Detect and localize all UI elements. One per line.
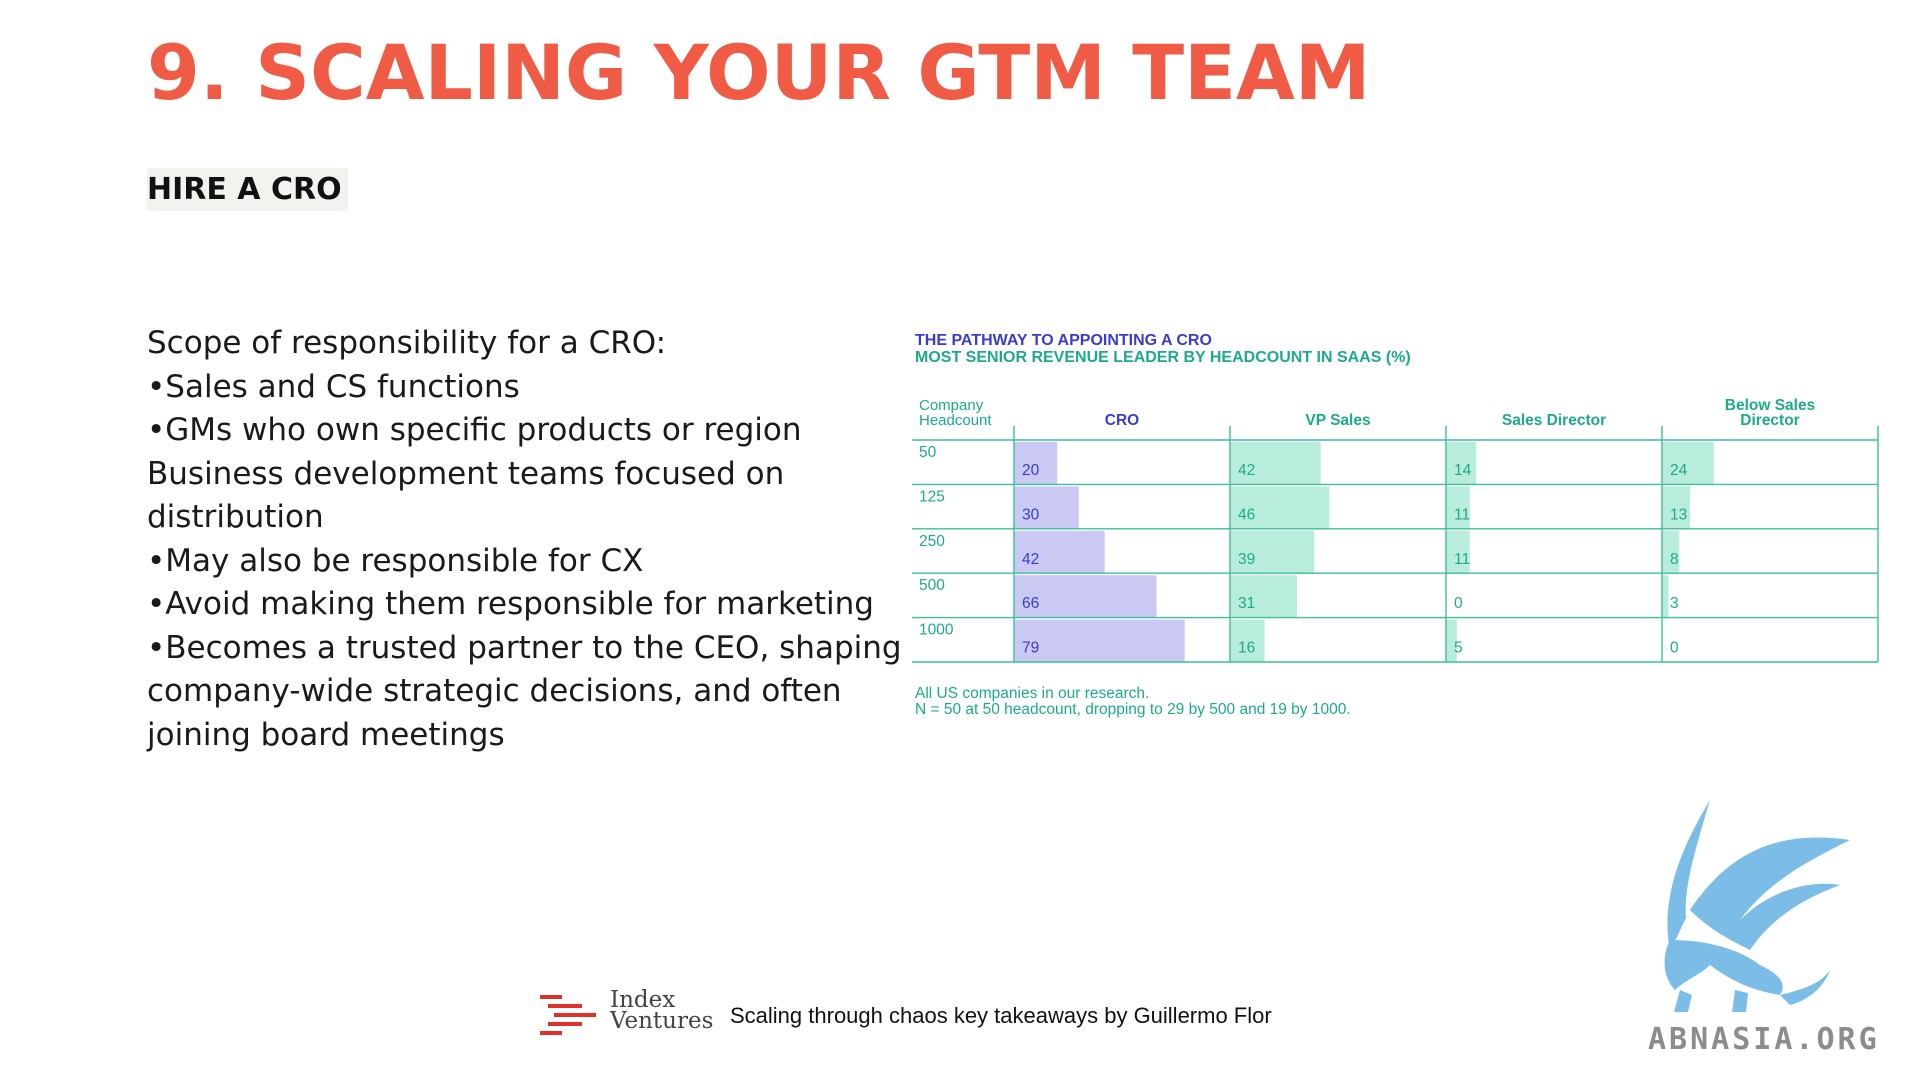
column-header-label: Sales Director — [1502, 412, 1606, 429]
bullet-line: •GMs who own specific products or region — [147, 409, 867, 453]
bar-value-label: 5 — [1454, 640, 1463, 657]
column-header-label: CRO — [1105, 412, 1139, 429]
bullet-list: Scope of responsibility for a CRO: •Sale… — [147, 322, 867, 757]
bar-value-label: 20 — [1022, 462, 1040, 479]
bar-value-label: 13 — [1670, 506, 1687, 523]
bullet-line: •Becomes a trusted partner to the CEO, s… — [147, 627, 867, 671]
subtitle-highlight: HIRE A CRO — [147, 168, 348, 211]
row-label-headcount: 125 — [919, 488, 945, 505]
bar-value-label: 79 — [1022, 640, 1039, 657]
bullet-line: distribution — [147, 496, 867, 540]
column-header-label: Director — [1740, 412, 1799, 429]
bullet-line: joining board meetings — [147, 714, 867, 758]
bar — [1014, 620, 1185, 662]
row-header-label: Headcount — [919, 412, 992, 429]
bar-value-label: 42 — [1238, 462, 1255, 479]
index-ventures-logo-icon — [540, 995, 596, 1035]
bar-value-label: 16 — [1238, 640, 1255, 657]
row-label-headcount: 1000 — [919, 622, 954, 639]
bullet-line: •Sales and CS functions — [147, 366, 867, 410]
slide-title: 9. SCALING YOUR GTM TEAM — [147, 28, 1371, 117]
bar-value-label: 24 — [1670, 462, 1688, 479]
bullet-line: •Avoid making them responsible for marke… — [147, 583, 867, 627]
bar-value-label: 11 — [1454, 551, 1470, 568]
row-label-headcount: 50 — [919, 444, 937, 461]
cro-pathway-chart: THE PATHWAY TO APPOINTING A CRO MOST SEN… — [912, 328, 1872, 728]
brand-name: Index Ventures — [610, 990, 713, 1032]
bar-value-label: 3 — [1670, 595, 1679, 612]
griffin-watermark-icon — [1640, 790, 1860, 1020]
bar-value-label: 11 — [1454, 506, 1470, 523]
column-header-label: VP Sales — [1305, 412, 1370, 429]
bar-value-label: 31 — [1238, 595, 1255, 612]
bullet-line: company-wide strategic decisions, and of… — [147, 670, 867, 714]
bar-value-label: 66 — [1022, 595, 1039, 612]
row-label-headcount: 500 — [919, 577, 945, 594]
row-label-headcount: 250 — [919, 533, 945, 550]
bar-value-label: 8 — [1670, 551, 1679, 568]
chart-footnote: N = 50 at 50 headcount, dropping to 29 b… — [915, 701, 1351, 719]
bar — [1662, 575, 1668, 617]
slide-subtitle: HIRE A CRO — [147, 172, 342, 207]
bar-value-label: 39 — [1238, 551, 1255, 568]
bar-value-label: 0 — [1670, 640, 1679, 657]
bullet-line: Scope of responsibility for a CRO: — [147, 322, 867, 366]
bullet-line: Business development teams focused on — [147, 453, 867, 497]
brand-line: Ventures — [610, 1011, 713, 1032]
bar-value-label: 0 — [1454, 595, 1463, 612]
bullet-line: •May also be responsible for CX — [147, 540, 867, 584]
bar-value-label: 46 — [1238, 506, 1255, 523]
footer-caption: Scaling through chaos key takeaways by G… — [730, 1003, 1272, 1029]
bar-value-label: 42 — [1022, 551, 1039, 568]
bar-value-label: 30 — [1022, 506, 1040, 523]
bar-value-label: 14 — [1454, 462, 1472, 479]
watermark-text: ABNASIA.ORG — [1648, 1022, 1880, 1057]
